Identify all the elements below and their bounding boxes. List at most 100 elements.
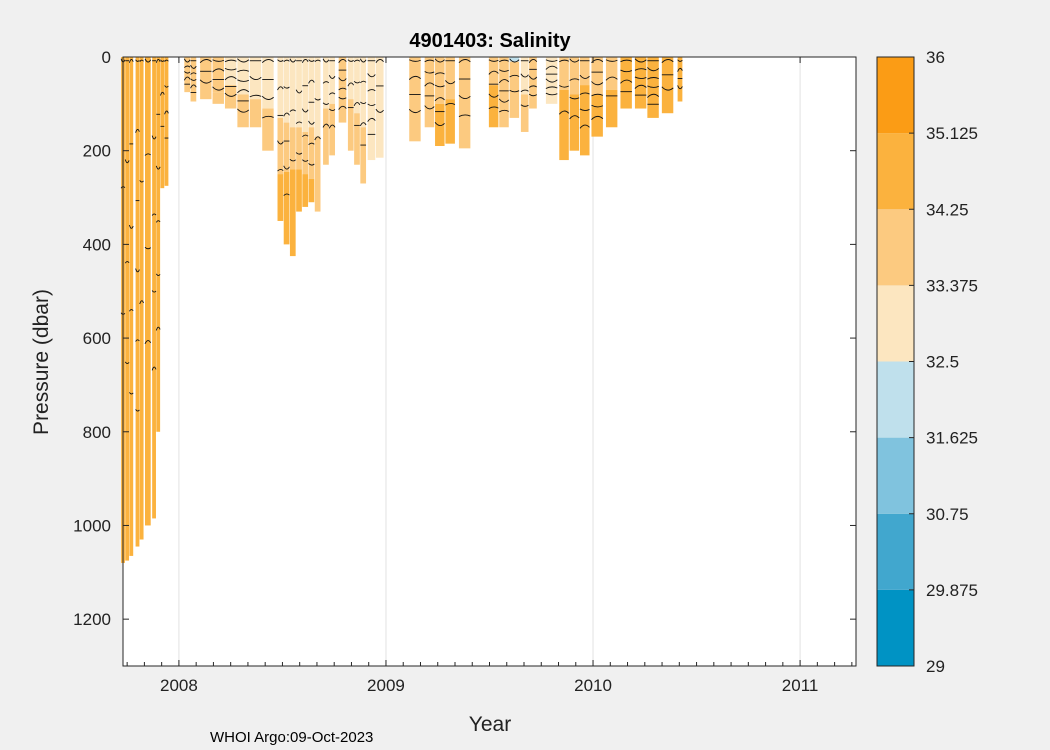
profile-cell [262,108,274,151]
colorbar-bin [877,133,914,210]
contour-line [520,104,529,107]
contour-line [647,67,660,72]
contour-line [509,74,520,78]
contour-line [283,59,290,63]
contour-line [302,159,309,162]
contour-line [224,59,237,63]
contour-line [434,97,445,102]
profile-cell [135,57,140,547]
profile-cell [591,57,603,95]
chart-title: 4901403: Salinity [409,30,571,52]
contour-line [488,93,499,98]
profile-cell [435,57,445,104]
contour-line [338,59,347,63]
profile-cell [323,57,329,109]
profile-cell [289,169,296,257]
contour-line [144,58,152,63]
contour-line [545,65,558,70]
profile-cell [249,99,262,128]
contour-line [338,77,347,82]
contour-line [375,59,384,63]
contour-line [328,92,336,95]
contour-line [314,98,321,101]
profile-cell [360,127,367,184]
contour-line [190,84,197,89]
colorbar-bin [877,285,914,362]
contour-line [224,76,237,81]
contour-line [190,78,197,81]
profile-cell [569,57,580,95]
contour-line [545,59,558,62]
contour-line [289,158,296,162]
contour-line [424,71,435,74]
profile-cell [314,136,321,212]
colorbar-ticks: 36 35.125 34.25 33.375 32.5 31.625 30.75 29.875… [909,48,978,676]
contour-line [262,115,274,119]
profile-cell [308,178,315,203]
contour-line [139,59,144,63]
contour-line [445,80,456,85]
contour-line [498,109,509,113]
contour-line [199,59,212,64]
profile-cell [559,89,569,161]
contour-line [328,74,336,79]
profile-cell [160,57,165,189]
contour-line [545,86,558,89]
contour-line [488,59,499,62]
contour-line [277,140,284,145]
contour-line [634,58,647,63]
contour-line [338,96,347,100]
contour-line [353,80,361,84]
contour-line [569,115,580,120]
contour-line [237,79,249,82]
profile-cell [323,108,329,165]
contour-line [605,59,618,62]
contour-line [408,109,421,114]
profile-cell [314,57,321,137]
contour-line [124,159,130,164]
profile-cell [445,99,455,144]
profile-cell [296,57,302,128]
contour-line [375,108,384,113]
contour-line [155,273,161,276]
contour-line [591,104,604,108]
contour-line [139,180,144,183]
contour-line [338,87,347,91]
contour-line [328,124,336,129]
contour-line [579,92,590,95]
contour-line [308,163,315,166]
y-axis-label: Pressure (dbar) [30,289,53,435]
profile-cell [212,57,224,93]
y-tick-label: 1200 [73,610,111,629]
colorbar-tick-label: 31.625 [926,429,978,448]
contour-line [591,59,604,64]
contour-line [528,59,538,63]
profile-cell [634,57,647,109]
colorbar-bin [877,209,914,286]
profile-cell [529,57,537,109]
profile-cell [545,57,558,104]
profile-cell [338,57,347,86]
profile-cell [262,57,274,109]
contour-line [559,85,570,88]
profile-cell [184,57,191,93]
profile-cell [424,57,435,86]
profile-cell [237,57,249,95]
y-axis-ticks: 0 200 400 600 800 1000 1200 [73,48,856,629]
contour-line [445,103,456,106]
contour-line [367,89,376,92]
contour-line [569,96,580,100]
contour-line [458,94,471,99]
contour-line [249,75,262,81]
contour-line [408,75,421,80]
colorbar-bin [877,437,914,514]
profile-cell [283,57,290,123]
contour-line [237,58,250,63]
contour-line [359,122,367,127]
contour-line [308,79,315,84]
plot-area [123,57,856,666]
contour-line [237,108,250,113]
footer-note: WHOI Argo:09-Oct-2023 [210,729,373,746]
contour-line [164,110,169,115]
